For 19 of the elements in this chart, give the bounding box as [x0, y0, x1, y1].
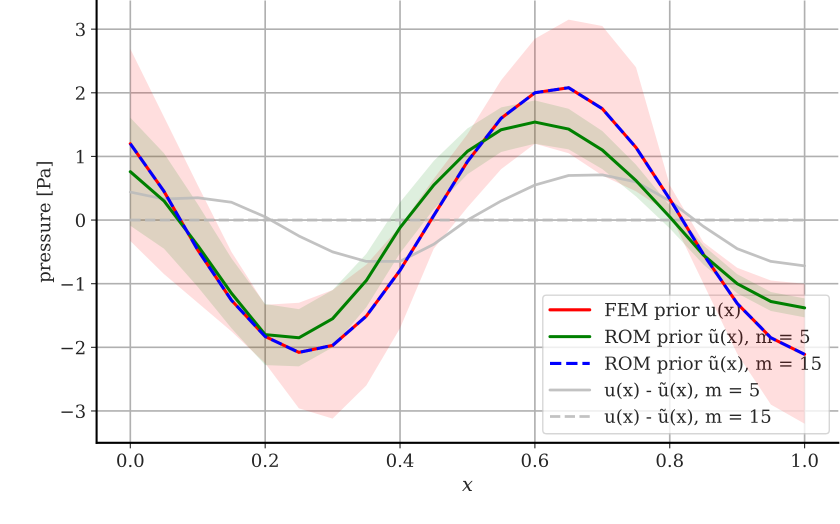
y-tick-label: 1 — [76, 150, 84, 164]
legend-label: FEM prior u(x) — [605, 302, 740, 320]
legend-label: u(x) - ũ(x), m = 5 — [604, 382, 759, 400]
x-tick-label: 0.2 — [252, 454, 278, 468]
x-tick-label: 1.0 — [792, 454, 818, 468]
y-tick-label: −3 — [61, 404, 85, 418]
x-axis-title: x — [462, 480, 473, 491]
y-tick-label: 2 — [76, 86, 84, 100]
y-tick-label: 3 — [76, 22, 85, 36]
y-axis-title: pressure [Pa] — [36, 162, 54, 282]
x-tick-label: 0.8 — [656, 454, 683, 468]
x-tick-label: 0.4 — [386, 454, 414, 468]
y-tick-label: −2 — [61, 340, 84, 354]
legend-label: u(x) - ũ(x), m = 15 — [604, 408, 770, 426]
y-tick-label: 0 — [76, 214, 85, 228]
legend-label: ROM prior ũ(x), m = 15 — [605, 356, 821, 374]
x-tick-label: 0.6 — [522, 454, 548, 468]
x-tick-label: 0.0 — [117, 454, 144, 468]
y-tick-label: −1 — [61, 277, 84, 291]
